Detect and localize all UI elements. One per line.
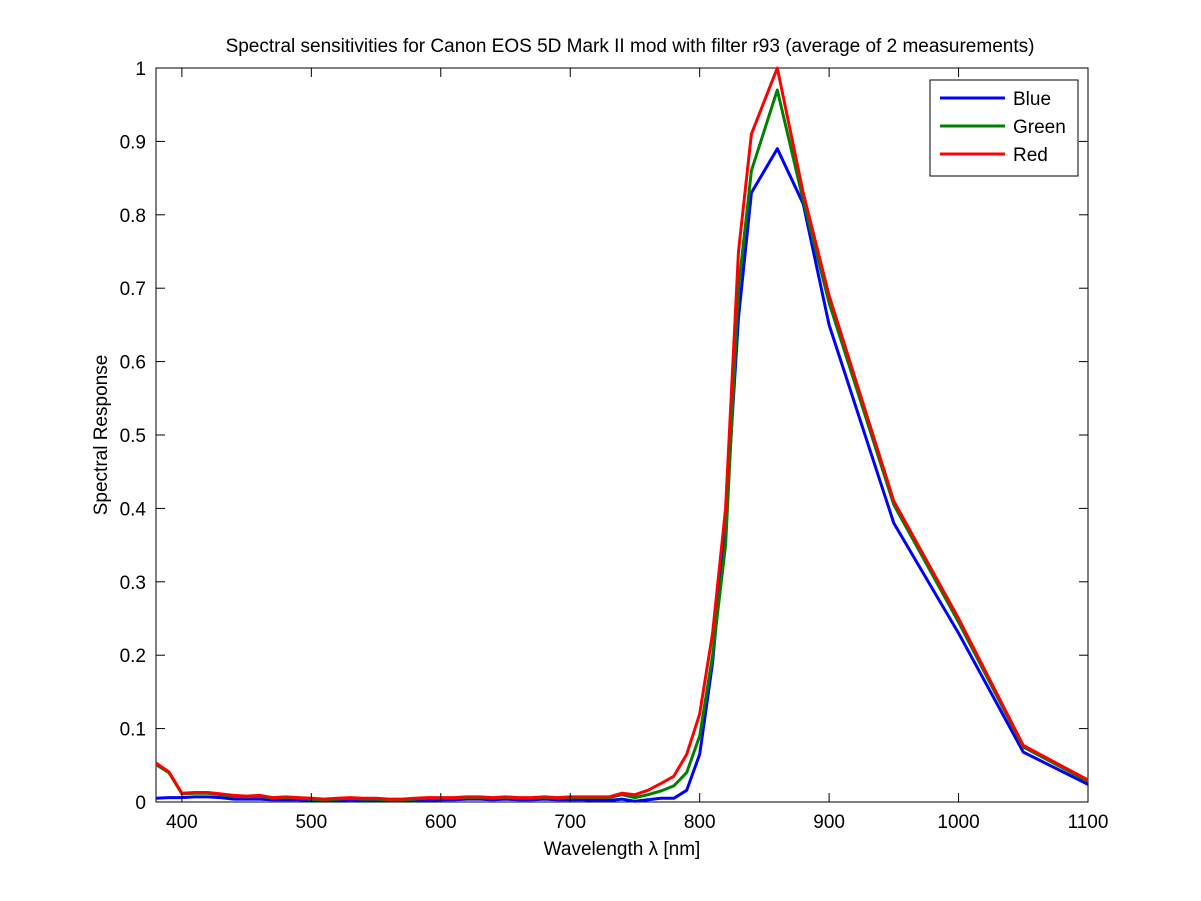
legend-label-red: Red	[1013, 145, 1048, 166]
y-tick-label: 1	[135, 59, 146, 80]
legend-box	[929, 79, 1079, 177]
y-tick-label: 0.9	[120, 132, 146, 153]
plot-area: 400 500 600 700 800 900 1000 1100 0 0.1 0.2 0.3 0.4 0…	[120, 59, 1109, 833]
series-layer	[155, 66, 1089, 803]
axes-box	[155, 67, 1089, 803]
x-tick-label: 600	[425, 812, 457, 833]
ticks-layer: 400 500 600 700 800 900 1000 1100 0 0.1 0.2 0.3 0.4 0…	[120, 59, 1109, 833]
chart-title: Spectral sensitivities for Canon EOS 5D …	[226, 36, 1035, 57]
x-tick-label: 800	[684, 812, 716, 833]
series-line-red	[155, 66, 1089, 801]
x-tick-label: 1100	[1068, 812, 1109, 833]
y-tick-label: 0.5	[120, 426, 146, 447]
legend: Blue Green Red	[929, 79, 1079, 177]
y-tick-label: 0.8	[120, 206, 146, 227]
x-tick-label: 700	[554, 812, 586, 833]
y-tick-label: 0.3	[120, 573, 146, 594]
legend-label-green: Green	[1013, 117, 1066, 138]
x-tick-label: 400	[166, 812, 198, 833]
y-axis-title: Spectral Response	[91, 355, 112, 516]
x-tick-label: 1000	[937, 812, 979, 833]
x-tick-label: 500	[295, 812, 327, 833]
y-tick-label: 0.1	[120, 720, 146, 741]
x-tick-label: 900	[813, 812, 845, 833]
y-tick-label: 0.2	[120, 646, 146, 667]
legend-label-blue: Blue	[1013, 89, 1051, 110]
y-tick-label: 0.4	[120, 499, 147, 520]
x-axis-title: Wavelength λ [nm]	[544, 839, 701, 860]
y-tick-label: 0.6	[120, 353, 146, 374]
y-tick-label: 0	[135, 793, 146, 814]
y-tick-label: 0.7	[120, 279, 146, 300]
